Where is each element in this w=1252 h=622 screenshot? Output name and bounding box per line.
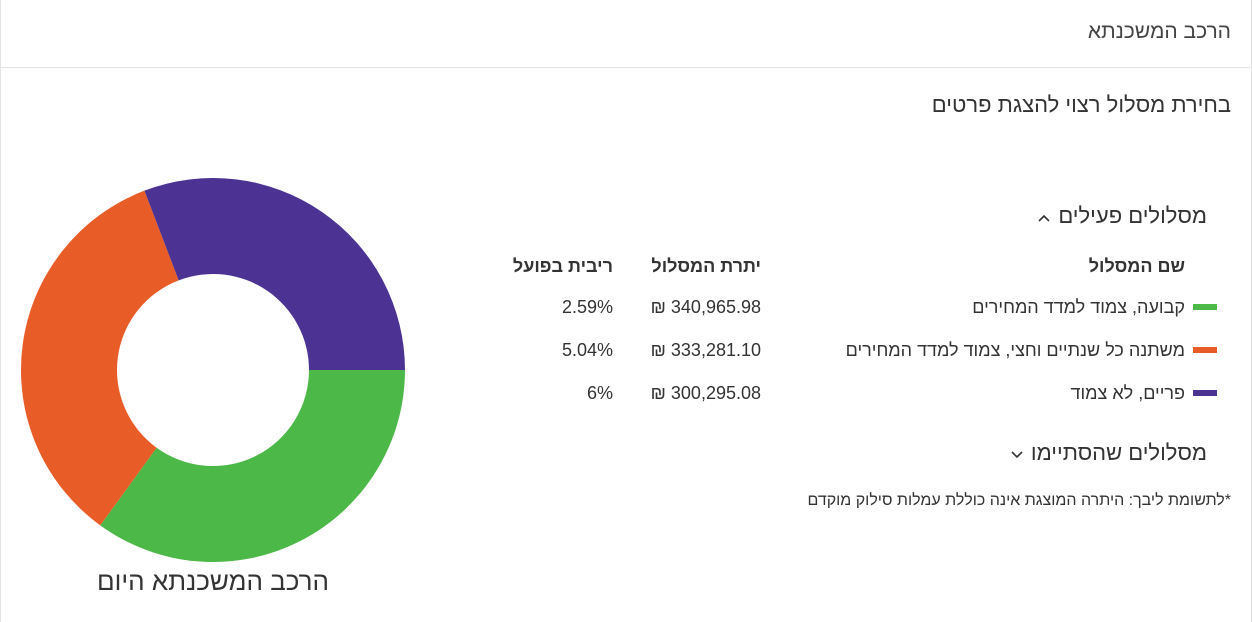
legend-swatch-green bbox=[1193, 304, 1217, 310]
panel-header: הרכב המשכנתא bbox=[1, 0, 1251, 68]
ended-tracks-heading: מסלולים שהסתיימו bbox=[1030, 440, 1207, 465]
track-rate: 5.04% bbox=[561, 340, 613, 360]
chevron-up-icon bbox=[1038, 209, 1050, 225]
column-header-rate: ריבית בפועל bbox=[512, 256, 613, 276]
donut-slice-orange[interactable] bbox=[21, 190, 179, 526]
track-balance: 340,965.98 ₪ bbox=[650, 297, 761, 317]
chart-title: הרכב המשכנתא היום bbox=[97, 566, 329, 596]
track-name: משתנה כל שנתיים וחצי, צמוד למדד המחירים bbox=[845, 340, 1185, 360]
ended-tracks-toggle[interactable]: מסלולים שהסתיימו bbox=[1011, 440, 1207, 466]
column-header-balance: יתרת המסלול bbox=[651, 256, 761, 276]
legend-swatch-orange bbox=[1193, 347, 1217, 353]
page-subtitle: בחירת מסלול רצוי להצגת פרטים bbox=[931, 92, 1231, 117]
legend-swatch-purple bbox=[1193, 390, 1217, 396]
chevron-down-icon bbox=[1011, 446, 1023, 462]
panel-title: הרכב המשכנתא bbox=[1087, 20, 1231, 43]
donut-chart-svg bbox=[21, 178, 405, 562]
donut-chart bbox=[19, 176, 407, 564]
track-rate: 2.59% bbox=[561, 297, 613, 317]
track-row[interactable]: משתנה כל שנתיים וחצי, צמוד למדד המחירים … bbox=[1, 336, 1251, 366]
column-header-name: שם המסלול bbox=[1088, 256, 1185, 276]
track-balance: 333,281.10 ₪ bbox=[650, 340, 761, 360]
donut-slice-purple[interactable] bbox=[144, 178, 405, 370]
donut-slice-green[interactable] bbox=[100, 370, 405, 562]
disclaimer-note: *לתשומת ליבך: היתרה המוצגת אינה כוללת עמ… bbox=[807, 492, 1231, 509]
track-name: פריים, לא צמוד bbox=[1070, 383, 1185, 403]
track-name: קבועה, צמוד למדד המחירים bbox=[972, 297, 1185, 317]
active-tracks-heading: מסלולים פעילים bbox=[1058, 203, 1207, 228]
active-tracks-toggle[interactable]: מסלולים פעילים bbox=[1038, 203, 1207, 229]
track-balance: 300,295.08 ₪ bbox=[650, 383, 761, 403]
track-row[interactable]: קבועה, צמוד למדד המחירים 340,965.98 ₪ 2.… bbox=[1, 293, 1251, 323]
track-rate: 6% bbox=[586, 383, 613, 403]
track-row[interactable]: פריים, לא צמוד 300,295.08 ₪ 6% bbox=[1, 379, 1251, 409]
